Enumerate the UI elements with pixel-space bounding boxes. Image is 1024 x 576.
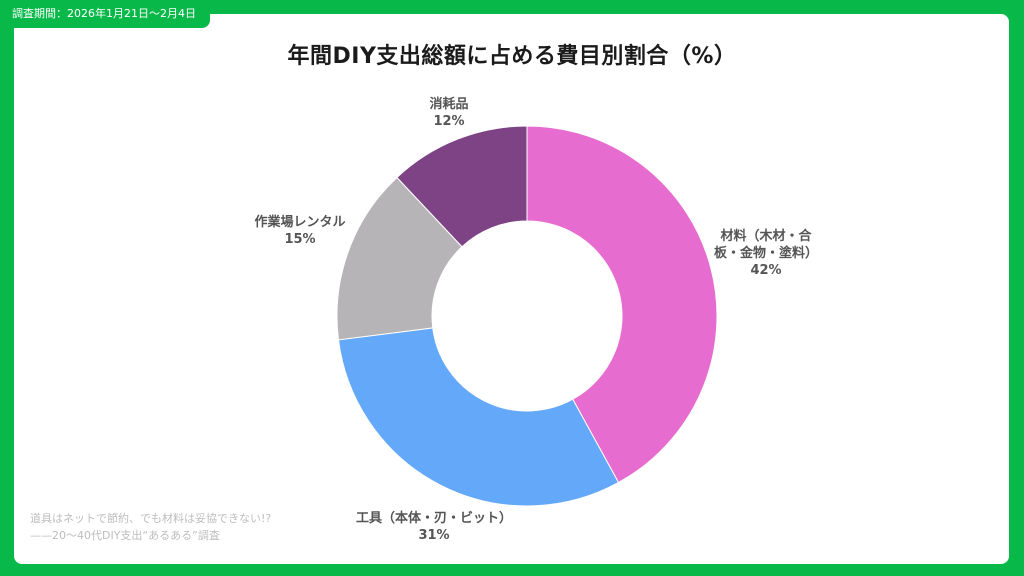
slice-category-label-3: 作業場レンタル [254, 214, 345, 230]
chart-title: 年間DIY支出総額に占める費目別割合（%） [287, 44, 737, 69]
slice-category-label-1: 板・金物・塗料） [714, 245, 818, 261]
slice-category-label-1: 材料（木材・合 [720, 228, 812, 244]
donut-slice-1 [526, 125, 718, 484]
slice-value-label-2: 31% [418, 528, 449, 543]
slice-value-label-3: 15% [284, 232, 315, 247]
slice-value-label-1: 42% [750, 263, 781, 278]
footer-line-2: ——20〜40代DIY支出“あるある”調査 [30, 529, 220, 542]
footer-line-1: 道具はネットで節約、でも材料は妥協できない!? [30, 512, 272, 525]
survey-period-tag: 調査期間：2026年1月21日〜2月4日 [0, 0, 210, 28]
slice-value-label-4: 12% [433, 114, 464, 129]
slice-category-label-2: 工具（本体・刃・ビット） [356, 510, 512, 526]
slice-category-label-4: 消耗品 [429, 96, 468, 112]
donut-slice-2 [337, 327, 620, 507]
donut-slice-4 [396, 125, 528, 248]
footer-caption: 道具はネットで節約、でも材料は妥協できない!? ——20〜40代DIY支出“ある… [30, 510, 271, 544]
